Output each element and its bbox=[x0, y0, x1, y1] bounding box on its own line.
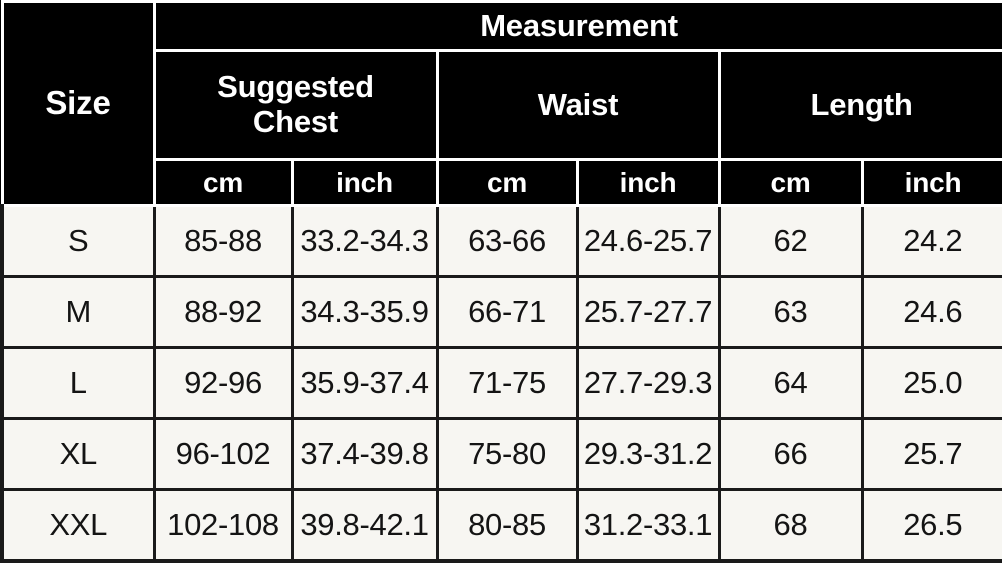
cell-waist-cm: 63-66 bbox=[435, 204, 579, 278]
cell-waist-inch: 31.2-33.1 bbox=[575, 488, 721, 563]
column-header-waist: Waist bbox=[435, 49, 721, 161]
cell-length-cm: 64 bbox=[717, 346, 864, 420]
unit-header-length-cm: cm bbox=[717, 158, 864, 207]
cell-chest-inch: 33.2-34.3 bbox=[290, 204, 439, 278]
unit-header-length-inch: inch bbox=[860, 158, 1002, 207]
table-row: XXL 102-108 39.8-42.1 80-85 31.2-33.1 68… bbox=[0, 488, 1002, 563]
column-header-measurement: Measurement bbox=[152, 0, 1002, 52]
cell-length-inch: 24.6 bbox=[860, 275, 1002, 349]
cell-size: XXL bbox=[0, 488, 156, 563]
cell-chest-inch: 39.8-42.1 bbox=[290, 488, 439, 563]
unit-header-chest-cm: cm bbox=[152, 158, 294, 207]
cell-chest-cm: 85-88 bbox=[152, 204, 294, 278]
cell-length-inch: 24.2 bbox=[860, 204, 1002, 278]
unit-header-chest-inch: inch bbox=[290, 158, 439, 207]
cell-length-cm: 68 bbox=[717, 488, 864, 563]
unit-header-waist-cm: cm bbox=[435, 158, 579, 207]
unit-header-waist-inch: inch bbox=[575, 158, 721, 207]
table-row: XL 96-102 37.4-39.8 75-80 29.3-31.2 66 2… bbox=[0, 417, 1002, 491]
suggested-chest-line2: Chest bbox=[252, 104, 339, 139]
table-header: Size Measurement Suggested Chest Waist L… bbox=[0, 0, 1002, 207]
cell-waist-inch: 25.7-27.7 bbox=[575, 275, 721, 349]
cell-length-cm: 66 bbox=[717, 417, 864, 491]
cell-chest-cm: 102-108 bbox=[152, 488, 294, 563]
column-header-size: Size bbox=[0, 0, 156, 207]
cell-chest-cm: 88-92 bbox=[152, 275, 294, 349]
cell-length-inch: 25.7 bbox=[860, 417, 1002, 491]
cell-waist-cm: 71-75 bbox=[435, 346, 579, 420]
cell-size: L bbox=[0, 346, 156, 420]
table-row: S 85-88 33.2-34.3 63-66 24.6-25.7 62 24.… bbox=[0, 204, 1002, 278]
cell-waist-inch: 29.3-31.2 bbox=[575, 417, 721, 491]
cell-chest-cm: 96-102 bbox=[152, 417, 294, 491]
column-header-suggested-chest: Suggested Chest bbox=[152, 49, 439, 161]
column-header-length: Length bbox=[717, 49, 1002, 161]
cell-chest-cm: 92-96 bbox=[152, 346, 294, 420]
cell-waist-inch: 24.6-25.7 bbox=[575, 204, 721, 278]
table-body: S 85-88 33.2-34.3 63-66 24.6-25.7 62 24.… bbox=[0, 204, 1002, 563]
cell-waist-cm: 80-85 bbox=[435, 488, 579, 563]
header-row-units: cm inch cm inch cm inch bbox=[2, 158, 1002, 207]
cell-waist-cm: 75-80 bbox=[435, 417, 579, 491]
cell-chest-inch: 35.9-37.4 bbox=[290, 346, 439, 420]
cell-size: XL bbox=[0, 417, 156, 491]
header-row-measurement: Size Measurement bbox=[0, 0, 1002, 207]
table-row: M 88-92 34.3-35.9 66-71 25.7-27.7 63 24.… bbox=[0, 275, 1002, 349]
cell-length-inch: 25.0 bbox=[860, 346, 1002, 420]
header-row-groups: Suggested Chest Waist Length bbox=[2, 49, 1002, 161]
cell-length-cm: 63 bbox=[717, 275, 864, 349]
cell-waist-cm: 66-71 bbox=[435, 275, 579, 349]
cell-size: M bbox=[0, 275, 156, 349]
cell-length-inch: 26.5 bbox=[860, 488, 1002, 563]
cell-chest-inch: 37.4-39.8 bbox=[290, 417, 439, 491]
table-row: L 92-96 35.9-37.4 71-75 27.7-29.3 64 25.… bbox=[0, 346, 1002, 420]
cell-waist-inch: 27.7-29.3 bbox=[575, 346, 721, 420]
cell-size: S bbox=[0, 204, 156, 278]
suggested-chest-line1: Suggested bbox=[217, 69, 374, 105]
cell-chest-inch: 34.3-35.9 bbox=[290, 275, 439, 349]
cell-length-cm: 62 bbox=[717, 204, 864, 278]
